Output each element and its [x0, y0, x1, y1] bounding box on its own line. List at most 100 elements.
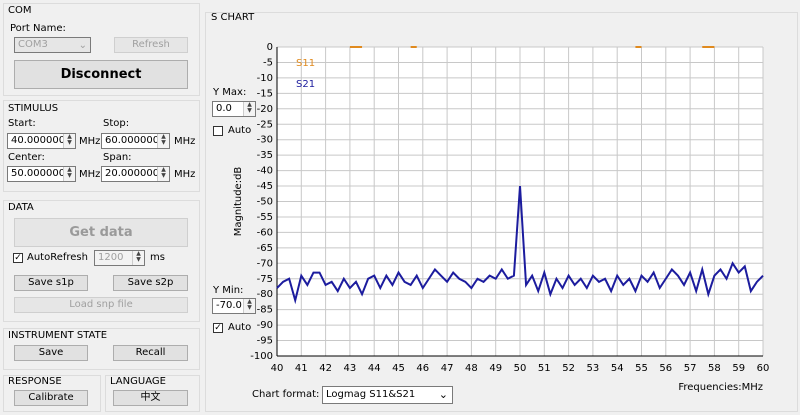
spinner[interactable]: ▲ ▼	[243, 102, 255, 116]
unit: MHz	[79, 136, 101, 147]
stop-input[interactable]: 60.000000 ▲ ▼	[101, 133, 170, 149]
x-tick-label: 40	[271, 363, 284, 374]
language-group	[105, 375, 200, 412]
label: Center:	[8, 152, 45, 163]
center-input[interactable]: 50.000000 ▲ ▼	[7, 166, 76, 182]
label: Auto	[228, 125, 252, 136]
label: Port Name:	[10, 23, 66, 34]
language-button[interactable]: 中文	[113, 390, 188, 406]
x-tick-label: 51	[538, 363, 551, 374]
group-title: INSTRUMENT STATE	[8, 330, 108, 341]
value: Logmag S11&S21	[326, 389, 416, 400]
start-input[interactable]: 40.000000 ▲ ▼	[7, 133, 76, 149]
legend-entry: S11	[296, 58, 315, 69]
x-tick-label: 56	[659, 363, 672, 374]
disconnect-button[interactable]: Disconnect	[14, 60, 188, 89]
save-s2p-button[interactable]: Save s2p	[113, 275, 188, 291]
legend-entry: S21	[296, 79, 315, 90]
format-combo[interactable]: Logmag S11&S21 ⌄	[322, 386, 453, 404]
y-axis-label: Magnitude:dB	[233, 167, 244, 237]
y-tick-label: -50	[257, 197, 273, 208]
y-tick-label: 0	[267, 42, 273, 53]
spinner[interactable]: ▲ ▼	[132, 251, 144, 265]
group-title: S CHART	[211, 12, 255, 23]
span-input[interactable]: 20.000000 ▲ ▼	[101, 166, 170, 182]
com-group	[3, 3, 200, 96]
y-tick-label: -85	[257, 305, 273, 316]
unit: MHz	[174, 169, 196, 180]
x-tick-label: 43	[344, 363, 357, 374]
x-tick-label: 53	[587, 363, 600, 374]
y-tick-label: -95	[257, 336, 273, 347]
dropdown-arrow: ⌄	[438, 388, 448, 401]
calibrate-button[interactable]: Calibrate	[14, 390, 88, 406]
y-tick-label: -20	[257, 104, 273, 115]
y-tick-label: -70	[257, 258, 273, 269]
port-value: COM3	[18, 39, 48, 50]
port-combo[interactable]: COM3 ⌄	[14, 37, 91, 53]
value: 40.000000	[11, 135, 66, 146]
y-tick-label: -30	[257, 135, 273, 146]
interval-input[interactable]: 1200 ▲ ▼	[94, 250, 145, 266]
value: 1200	[98, 252, 124, 263]
y-tick-label: -40	[257, 166, 273, 177]
label: Span:	[103, 152, 132, 163]
value: -70.0	[216, 300, 242, 311]
spinner[interactable]: ▲ ▼	[63, 134, 75, 148]
label: Auto	[228, 322, 252, 333]
y-tick-label: -5	[263, 57, 273, 68]
x-tick-label: 42	[319, 363, 332, 374]
get-data-button[interactable]: Get data	[14, 218, 188, 247]
instrument-state-group	[3, 328, 200, 370]
ymin-input[interactable]: -70.0 ▲ ▼	[212, 298, 256, 314]
x-tick-label: 47	[441, 363, 454, 374]
x-tick-label: 59	[732, 363, 745, 374]
unit: MHz	[174, 136, 196, 147]
load-snp-button[interactable]: Load snp file	[14, 297, 188, 313]
label: AutoRefresh	[27, 252, 88, 263]
y-tick-label: -65	[257, 243, 273, 254]
x-tick-label: 58	[708, 363, 721, 374]
value: 50.000000	[11, 168, 66, 179]
label: Start:	[8, 118, 36, 129]
spinner[interactable]: ▲ ▼	[157, 167, 169, 181]
x-tick-label: 41	[295, 363, 308, 374]
ymin-auto-checkbox[interactable]: ✓	[213, 323, 223, 333]
series-line	[276, 185, 764, 305]
data-group	[3, 200, 200, 322]
value: 60.000000	[105, 135, 160, 146]
value: 0.0	[216, 103, 232, 114]
recall-button[interactable]: Recall	[113, 345, 188, 361]
y-tick-label: -55	[257, 212, 273, 223]
auto-refresh-checkbox[interactable]: ✓	[13, 253, 23, 263]
x-tick-label: 46	[416, 363, 429, 374]
unit: ms	[150, 252, 165, 263]
x-tick-label: 55	[635, 363, 648, 374]
x-tick-label: 49	[489, 363, 502, 374]
save-button[interactable]: Save	[14, 345, 88, 361]
chart-group	[205, 12, 798, 412]
y-tick-label: -35	[257, 150, 273, 161]
spinner[interactable]: ▲ ▼	[157, 134, 169, 148]
refresh-button[interactable]: Refresh	[114, 37, 188, 53]
ymax-auto-checkbox[interactable]	[213, 126, 223, 136]
x-tick-label: 54	[611, 363, 624, 374]
group-title: DATA	[8, 202, 34, 213]
response-group	[3, 375, 101, 412]
y-tick-label: -15	[257, 88, 273, 99]
save-s1p-button[interactable]: Save s1p	[14, 275, 88, 291]
label: Stop:	[103, 118, 130, 129]
label: Chart format:	[252, 389, 320, 400]
y-tick-label: -25	[257, 119, 273, 130]
ymax-input[interactable]: 0.0 ▲ ▼	[212, 101, 256, 117]
y-tick-label: -10	[257, 73, 273, 84]
stimulus-group	[3, 100, 200, 192]
x-tick-label: 50	[514, 363, 527, 374]
spinner[interactable]: ▲ ▼	[63, 167, 75, 181]
spinner[interactable]: ▲ ▼	[243, 299, 255, 313]
x-tick-label: 52	[562, 363, 575, 374]
unit: MHz	[79, 169, 101, 180]
label: Y Max:	[213, 87, 247, 98]
